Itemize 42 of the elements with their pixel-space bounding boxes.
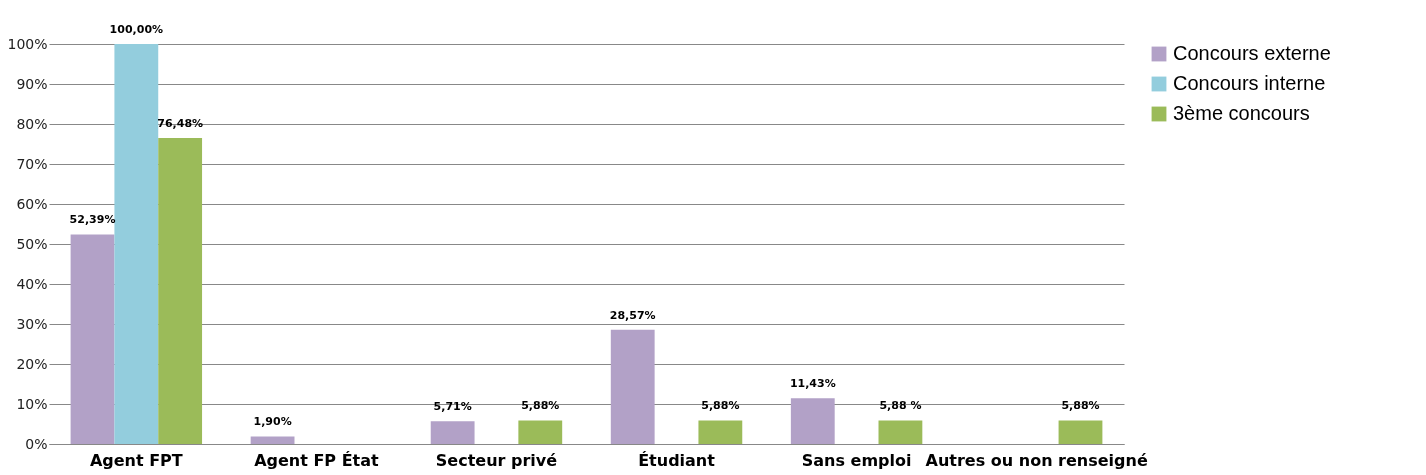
y-tick-label: 100% <box>7 35 48 52</box>
data-label: 76,48% <box>157 117 204 131</box>
x-tick-label: Agent FPT <box>89 450 183 470</box>
bar <box>114 44 159 444</box>
y-tick-label: 30% <box>16 315 48 332</box>
bar <box>250 436 295 444</box>
y-tick-label: 0% <box>25 435 48 452</box>
data-label: 5,88% <box>701 399 740 413</box>
bar <box>790 398 835 444</box>
bar <box>430 421 475 444</box>
y-tick-label: 40% <box>16 275 48 292</box>
x-tick-label: Autres ou non renseigné <box>925 450 1148 470</box>
x-tick-label: Sans emploi <box>801 450 912 470</box>
data-label: 11,43% <box>789 377 836 391</box>
y-tick-label: 10% <box>16 395 48 412</box>
data-label: 1,90% <box>253 415 292 429</box>
y-tick-label: 50% <box>16 235 48 252</box>
y-tick-label: 70% <box>16 155 48 172</box>
legend-label: Concours externe <box>1173 42 1331 64</box>
data-label: 5,88% <box>1061 399 1100 413</box>
x-tick-label: Secteur privé <box>435 450 558 470</box>
bar <box>1058 420 1103 444</box>
data-label: 52,39% <box>69 213 116 227</box>
data-label: 5,88% <box>521 399 560 413</box>
y-tick-label: 80% <box>16 115 48 132</box>
legend-label: Concours interne <box>1173 72 1326 94</box>
x-tick-label: Agent FP État <box>254 450 380 470</box>
y-tick-label: 90% <box>16 75 48 92</box>
data-label: 28,57% <box>609 308 656 322</box>
bar <box>698 420 743 444</box>
bar <box>70 234 115 444</box>
bar <box>878 420 923 444</box>
data-label: 5,71% <box>433 400 472 414</box>
legend-label: 3ème concours <box>1173 102 1310 124</box>
y-tick-label: 60% <box>16 195 48 212</box>
x-tick-label: Étudiant <box>638 450 716 470</box>
data-label: 5,88 % <box>879 399 922 413</box>
y-tick-label: 20% <box>16 355 48 372</box>
bar <box>518 420 563 444</box>
data-label: 100,00% <box>109 23 164 36</box>
bar <box>610 329 655 444</box>
bar <box>158 138 203 444</box>
